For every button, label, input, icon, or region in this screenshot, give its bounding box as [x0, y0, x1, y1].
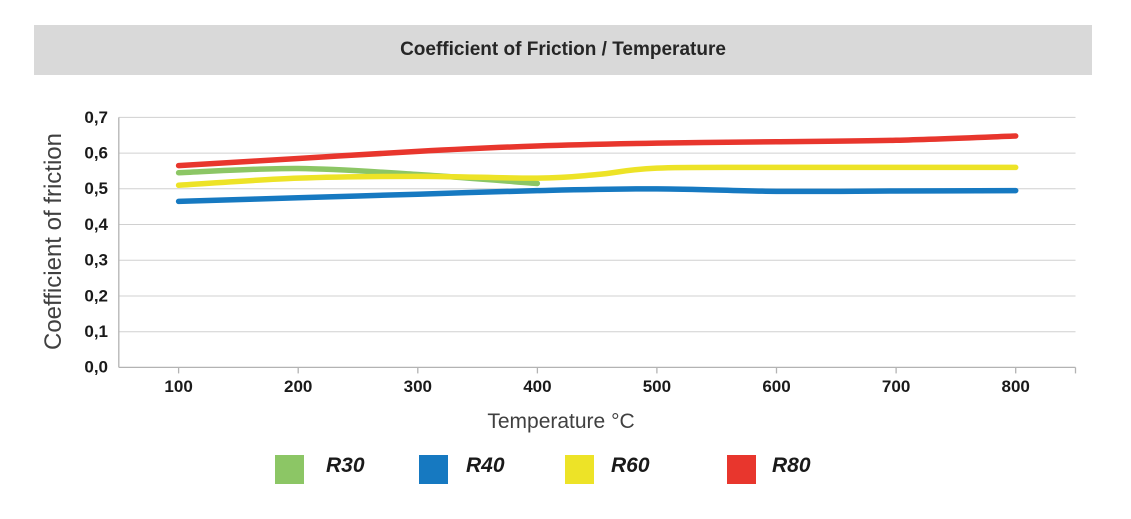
- svg-text:0,1: 0,1: [84, 322, 108, 341]
- svg-text:Temperature °C: Temperature °C: [487, 410, 634, 433]
- svg-text:0,2: 0,2: [84, 286, 108, 305]
- svg-text:0,5: 0,5: [84, 179, 108, 198]
- svg-text:600: 600: [762, 377, 790, 396]
- svg-text:300: 300: [404, 377, 432, 396]
- svg-text:100: 100: [164, 377, 192, 396]
- svg-text:800: 800: [1002, 377, 1030, 396]
- svg-text:0,6: 0,6: [84, 144, 108, 163]
- svg-text:400: 400: [523, 377, 551, 396]
- svg-text:0,4: 0,4: [84, 215, 108, 234]
- svg-text:500: 500: [643, 377, 671, 396]
- svg-text:0,0: 0,0: [84, 358, 108, 377]
- svg-text:200: 200: [284, 377, 312, 396]
- svg-text:0,7: 0,7: [84, 108, 108, 127]
- svg-text:700: 700: [882, 377, 910, 396]
- svg-text:0,3: 0,3: [84, 251, 108, 270]
